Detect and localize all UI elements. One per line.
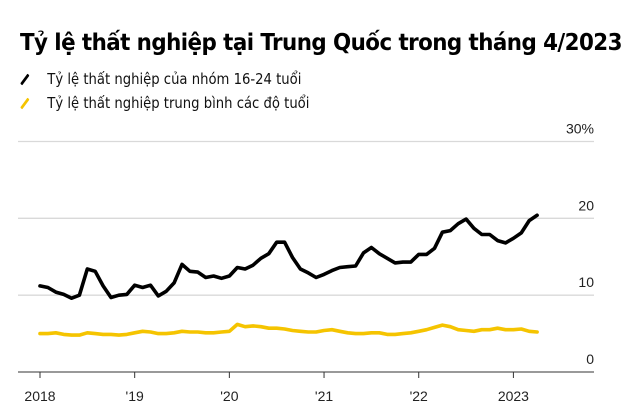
legend-item-youth: Tỷ lệ thất nghiệp của nhóm 16-24 tuổi bbox=[20, 70, 301, 88]
x-tick-label: '20 bbox=[220, 388, 238, 404]
y-tick-label: 20 bbox=[578, 197, 594, 213]
x-tick-label: '21 bbox=[315, 388, 333, 404]
x-tick-label: '19 bbox=[126, 388, 144, 404]
legend-label: Tỷ lệ thất nghiệp của nhóm 16-24 tuổi bbox=[47, 70, 302, 88]
series-line-average bbox=[38, 322, 539, 337]
x-tick-label: 2023 bbox=[498, 388, 529, 404]
x-tick-label: 2018 bbox=[24, 388, 55, 404]
legend-item-average: Tỷ lệ thất nghiệp trung bình các độ tuổi bbox=[20, 94, 309, 112]
legend-label: Tỷ lệ thất nghiệp trung bình các độ tuổi bbox=[47, 94, 310, 112]
series-line-youth bbox=[38, 213, 539, 301]
x-tick-label: '22 bbox=[410, 388, 428, 404]
y-tick-label: 30% bbox=[566, 121, 594, 137]
chart-title: Tỷ lệ thất nghiệp tại Trung Quốc trong t… bbox=[20, 30, 623, 56]
y-tick-label: 10 bbox=[578, 274, 594, 290]
y-tick-label: 0 bbox=[586, 351, 594, 367]
